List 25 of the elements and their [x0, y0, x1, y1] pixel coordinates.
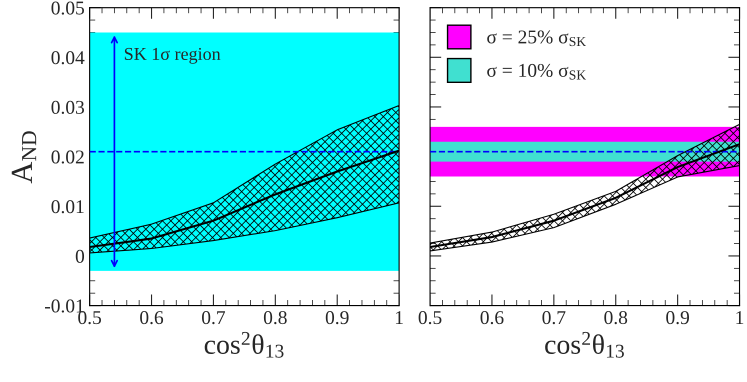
y-tick-label: 0.02 [51, 150, 84, 164]
y-tick-label: -0.01 [45, 299, 84, 313]
x-tick-label: 0.8 [264, 311, 287, 324]
x-tick-label: 0.9 [326, 311, 349, 324]
y-tick-label: 0.03 [51, 100, 84, 114]
x-tick-label: 0.5 [78, 311, 102, 324]
x-tick-label: 0.5 [418, 311, 442, 324]
y-tick-label: 0.01 [51, 200, 84, 214]
x-tick-label: 0.9 [666, 311, 689, 324]
x-tick-label: 0.7 [202, 311, 226, 324]
x-tick-label: 1 [396, 311, 403, 324]
x-axis-title: cos$^{2}$θ$_{13}$ [545, 332, 624, 358]
x-tick-label: 0.7 [542, 311, 566, 324]
x-axis-title: cos$^{2}$θ$_{13}$ [204, 332, 284, 358]
y-tick-label: 0.05 [51, 1, 84, 15]
x-tick-label: 0.8 [604, 311, 628, 324]
y-axis-title: A$_{ND}$ [12, 131, 36, 184]
y-tick-label: 0.04 [51, 51, 84, 64]
band-label: SK 1σ region [124, 48, 220, 64]
legend-label: σ = 10% σ$_{SK}$ [487, 64, 586, 80]
legend-label: σ = 25% σ$_{SK}$ [487, 30, 586, 46]
x-tick-label: 1 [736, 311, 744, 324]
y-tick-label: 0 [76, 250, 84, 263]
x-tick-label: 0.6 [140, 311, 164, 324]
x-tick-label: 0.6 [480, 311, 504, 324]
